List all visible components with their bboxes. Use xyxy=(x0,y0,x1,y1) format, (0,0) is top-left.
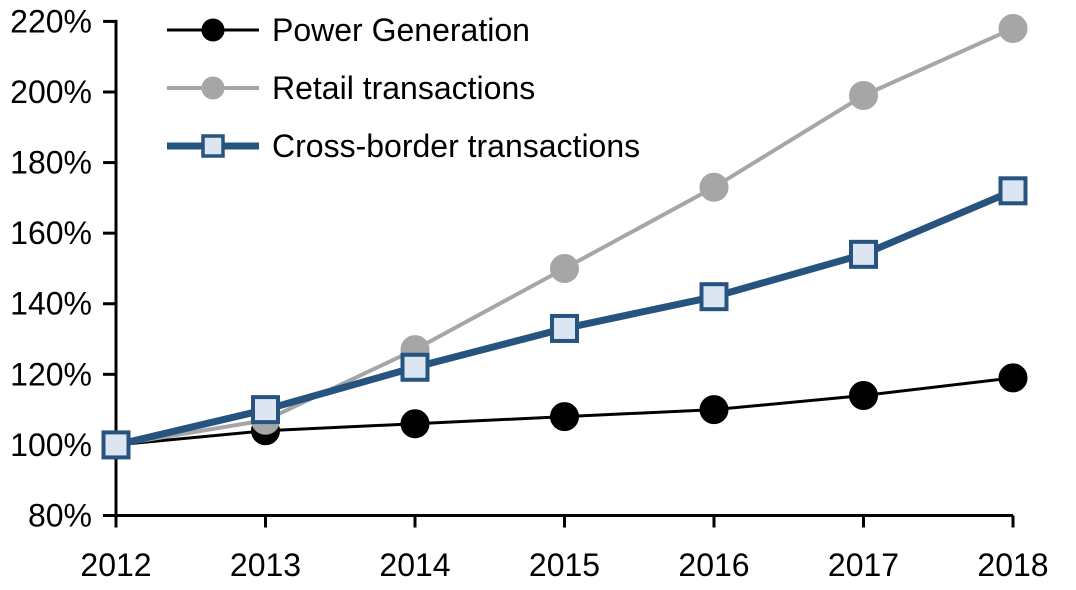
marker-retail-transactions xyxy=(849,81,878,111)
y-tick-label: 140% xyxy=(10,286,92,322)
marker-retail-transactions xyxy=(550,253,579,283)
marker-power-generation xyxy=(699,395,729,425)
x-tick-label: 2016 xyxy=(678,547,749,583)
y-tick-label: 120% xyxy=(10,356,92,392)
legend-label-cross-border-transactions: Cross-border transactions xyxy=(272,128,640,164)
y-tick-label: 100% xyxy=(10,427,92,463)
legend-item-retail-transactions: Retail transactions xyxy=(167,70,535,106)
legend-label-power-generation: Power Generation xyxy=(272,12,530,48)
x-tick-label: 2015 xyxy=(529,547,600,583)
y-tick-label: 220% xyxy=(10,3,92,39)
marker-cross-border-transactions xyxy=(849,239,878,269)
legend-marker-cross-border-transactions xyxy=(201,134,225,158)
marker-cross-border-transactions xyxy=(101,430,131,460)
y-tick-label: 180% xyxy=(10,145,92,181)
marker-cross-border-transactions xyxy=(699,282,729,312)
legend-item-power-generation: Power Generation xyxy=(167,12,530,48)
legend: Power Generation Retail transactions Cross… xyxy=(167,12,640,164)
legend-label-retail-transactions: Retail transactions xyxy=(272,70,535,106)
marker-power-generation xyxy=(550,402,579,432)
marker-power-generation xyxy=(400,409,430,439)
marker-cross-border-transactions xyxy=(400,352,430,382)
marker-retail-transactions xyxy=(699,172,729,202)
legend-item-cross-border-transactions: Cross-border transactions xyxy=(167,128,640,164)
marker-retail-transactions xyxy=(998,13,1028,43)
legend-marker-retail-transactions xyxy=(201,76,225,100)
y-tick-label: 160% xyxy=(10,215,92,251)
marker-power-generation xyxy=(849,381,878,411)
marker-cross-border-transactions xyxy=(251,395,280,425)
x-tick-label: 2012 xyxy=(80,547,151,583)
y-tick-label: 200% xyxy=(10,74,92,110)
legend-marker-power-generation xyxy=(201,18,225,42)
x-tick-label: 2017 xyxy=(828,547,899,583)
y-tick-label: 80% xyxy=(28,498,92,534)
marker-power-generation xyxy=(998,363,1028,393)
series-line-retail-transactions xyxy=(115,26,1014,447)
marker-cross-border-transactions xyxy=(998,176,1028,206)
x-tick-label: 2013 xyxy=(230,547,301,583)
x-tick-label: 2014 xyxy=(379,547,450,583)
x-tick-label: 2018 xyxy=(977,547,1048,583)
marker-cross-border-transactions xyxy=(550,313,579,343)
